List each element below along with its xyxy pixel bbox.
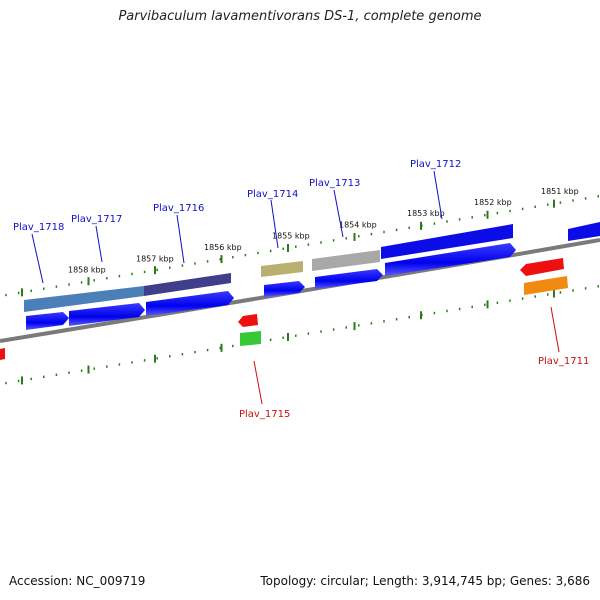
cds-arrow-1713[interactable] — [315, 269, 383, 289]
tick-track-lower — [5, 285, 599, 385]
tick-label-1851: 1851 kbp — [541, 187, 579, 196]
leader-1711 — [550, 306, 560, 353]
genome-summary-text: Topology: circular; Length: 3,914,745 bp… — [260, 574, 590, 588]
feature-bar-1712[interactable] — [381, 224, 513, 259]
gene-leaders — [31, 170, 560, 405]
gene-label-1718[interactable]: Plav_1718 — [13, 222, 64, 233]
leader-1715 — [253, 360, 263, 405]
gene-labels: Plav_1718 Plav_1717 Plav_1716 Plav_1714 … — [13, 159, 589, 420]
feature-row-upper — [24, 222, 600, 312]
gene-label-1711[interactable]: Plav_1711 — [538, 356, 589, 367]
feature-bar-1716[interactable] — [144, 273, 231, 296]
cds-arrow-1714[interactable] — [264, 281, 305, 297]
leader-1712 — [433, 170, 443, 220]
tick-track-upper — [5, 195, 599, 297]
gene-label-1715[interactable]: Plav_1715 — [239, 409, 290, 420]
tick-label-1857: 1857 kbp — [136, 254, 174, 263]
gene-label-1717[interactable]: Plav_1717 — [71, 214, 122, 225]
tick-label-1853: 1853 kbp — [407, 209, 445, 218]
map-title: Parvibaculum lavamentivorans DS-1, compl… — [118, 9, 482, 24]
feature-bar-1718-1717[interactable] — [24, 286, 144, 312]
tick-label-1852: 1852 kbp — [474, 198, 512, 207]
feature-bar-edge[interactable] — [568, 222, 600, 241]
leader-1718 — [31, 233, 44, 284]
cds-row-forward — [26, 243, 516, 330]
cds-arrow-1717[interactable] — [69, 303, 145, 326]
tick-labels: 1858 kbp 1857 kbp 1856 kbp 1855 kbp 1854 kbp… — [68, 187, 579, 275]
tick-label-1856: 1856 kbp — [204, 243, 242, 252]
leader-1717 — [95, 225, 103, 263]
feature-bar-1713[interactable] — [312, 250, 380, 271]
cds-row-reverse — [0, 258, 568, 360]
accession-text: Accession: NC_009719 — [9, 574, 146, 588]
leader-1716 — [176, 214, 185, 264]
leader-1714 — [270, 199, 279, 249]
tick-label-1855: 1855 kbp — [272, 232, 310, 241]
cds-arrow-1716[interactable] — [146, 291, 234, 316]
gene-label-1714[interactable]: Plav_1714 — [247, 189, 298, 200]
leader-1713 — [333, 189, 344, 238]
tick-label-1854: 1854 kbp — [339, 221, 377, 230]
gene-label-1716[interactable]: Plav_1716 — [153, 203, 204, 214]
tick-label-1858: 1858 kbp — [68, 266, 106, 275]
cds-arrow-1712[interactable] — [385, 243, 516, 276]
feature-bar-1711[interactable] — [524, 276, 568, 295]
cds-arrow-left-edge[interactable] — [0, 348, 5, 360]
feature-bar-1715[interactable] — [240, 331, 261, 346]
feature-bar-1714[interactable] — [261, 261, 303, 277]
gene-label-1712[interactable]: Plav_1712 — [410, 159, 461, 170]
cds-arrow-1715[interactable] — [238, 314, 258, 327]
gene-label-1713[interactable]: Plav_1713 — [309, 178, 360, 189]
cds-arrow-1718[interactable] — [26, 312, 69, 330]
cds-arrow-1711[interactable] — [520, 258, 564, 276]
